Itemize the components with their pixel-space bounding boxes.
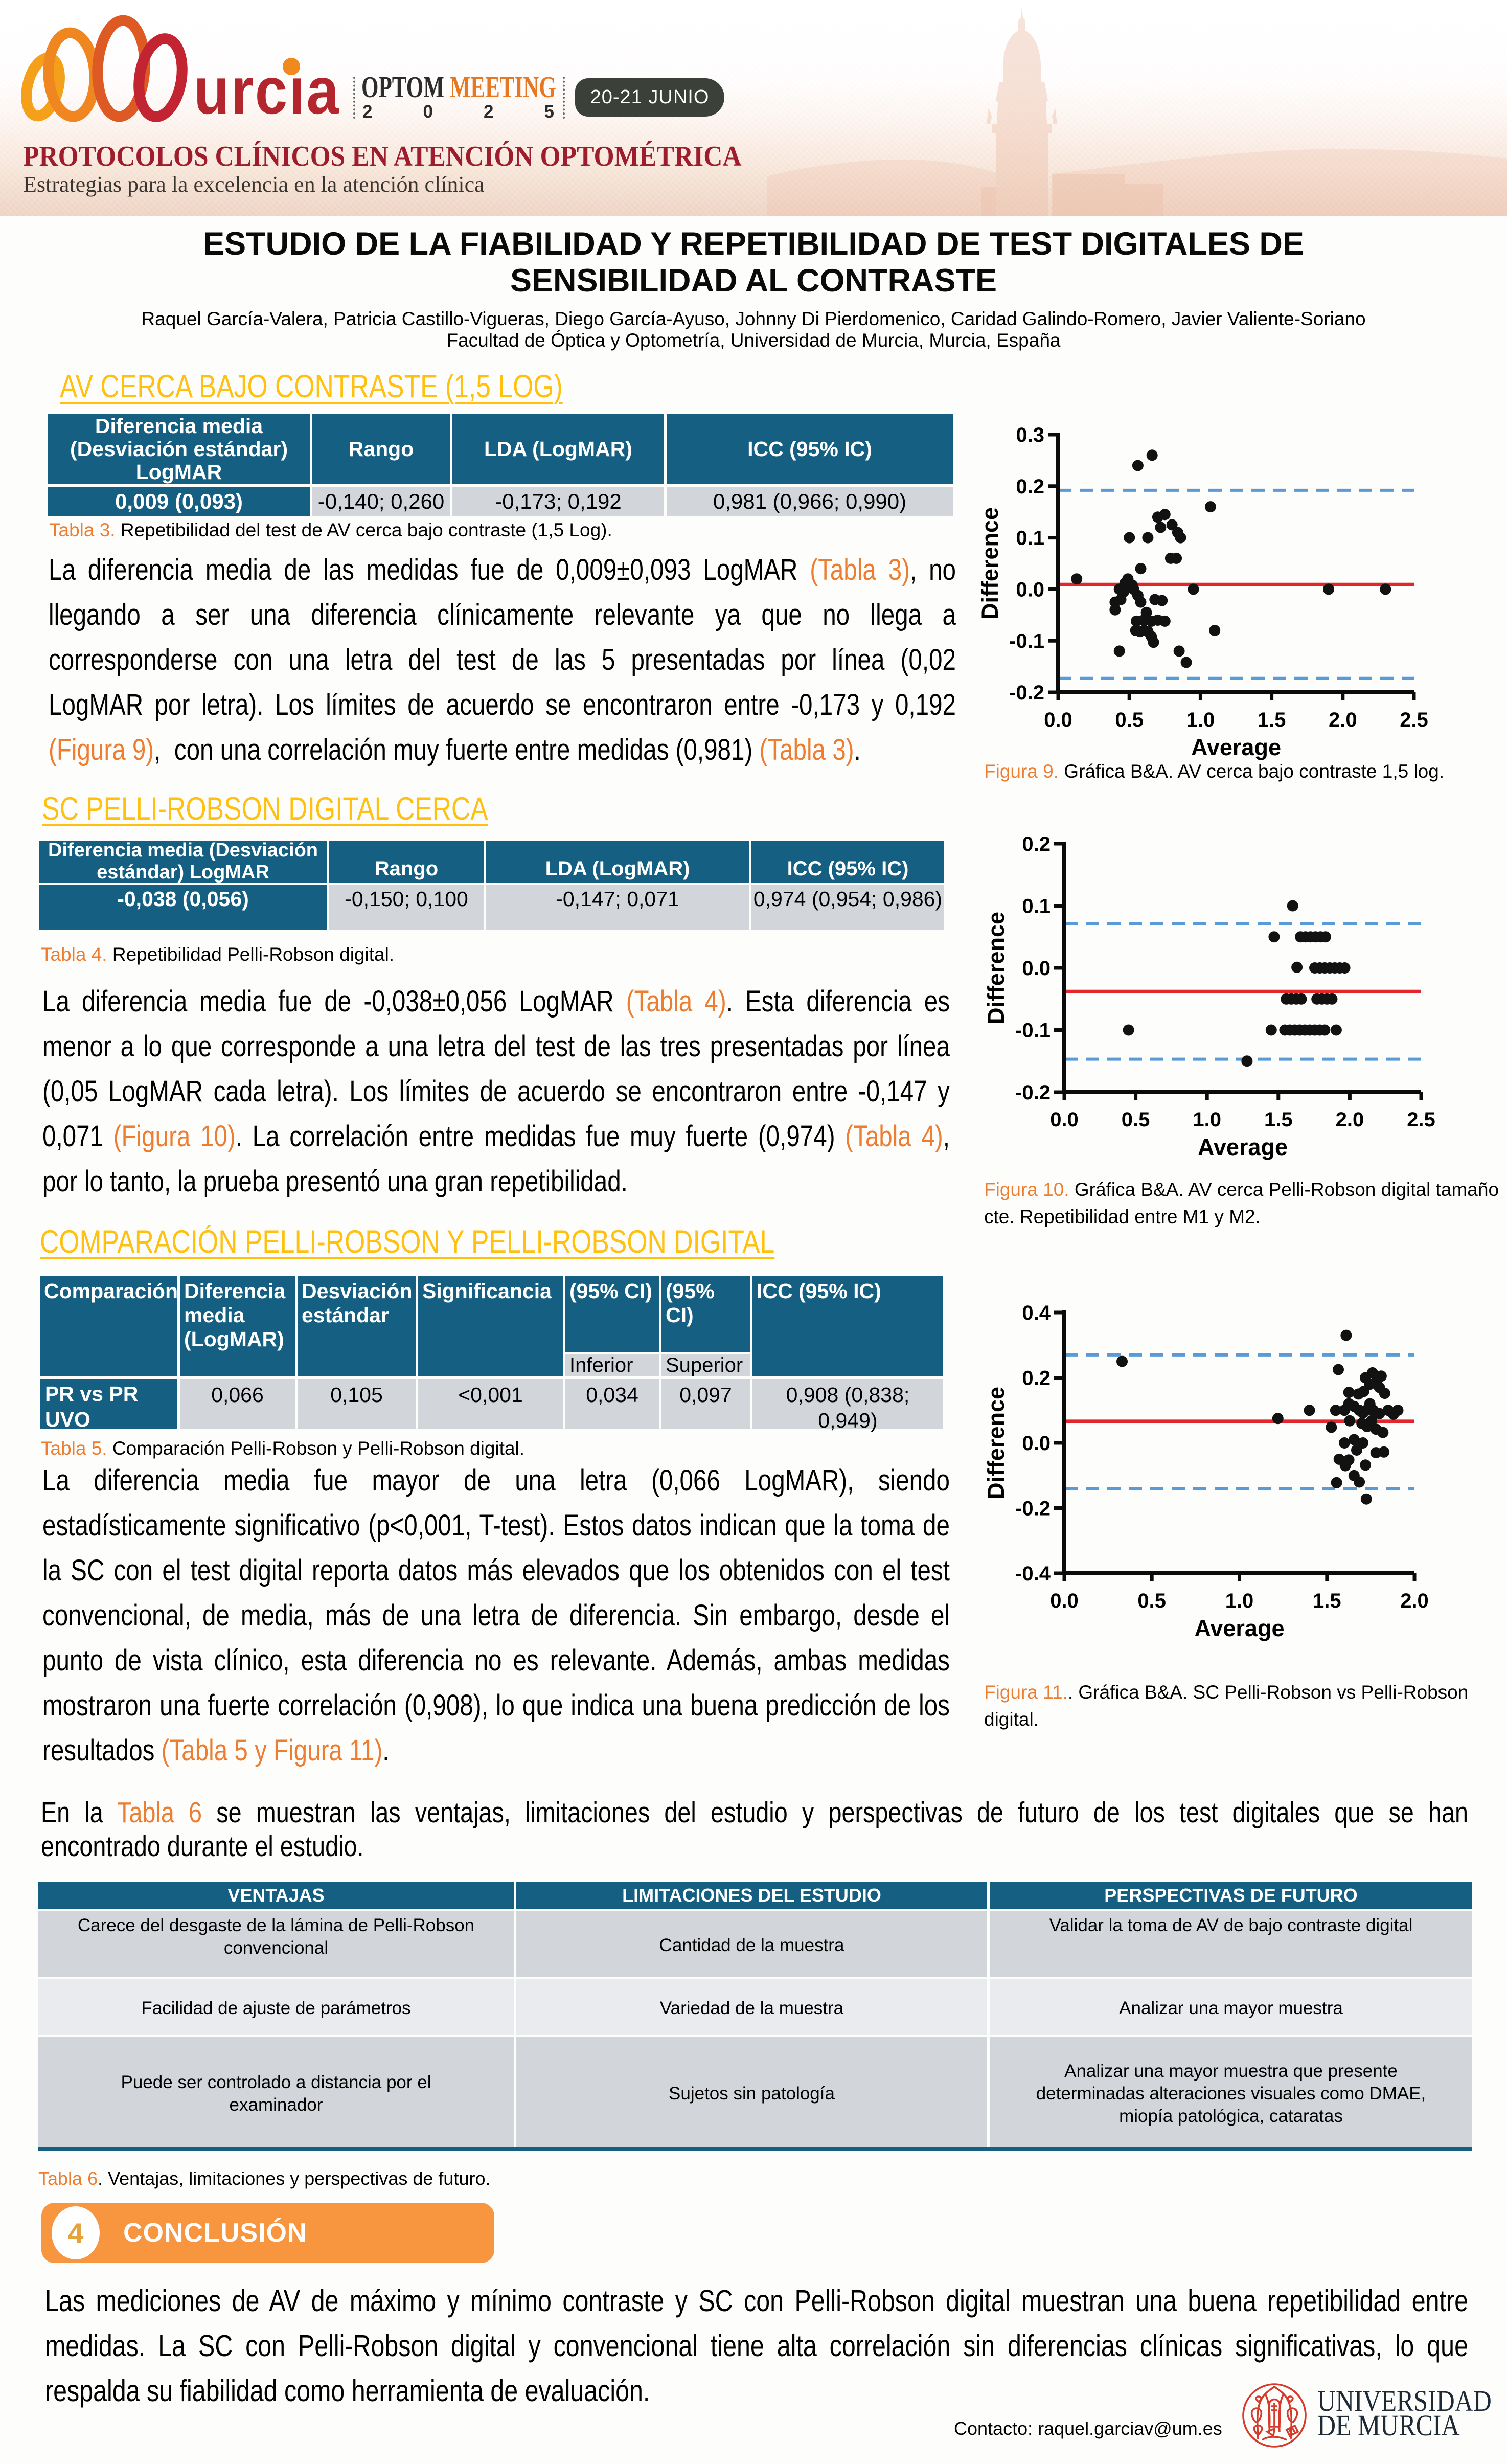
svg-text:0.4: 0.4 [1022, 1302, 1051, 1324]
svg-text:1.0: 1.0 [1193, 1109, 1221, 1131]
svg-text:0.0: 0.0 [1016, 578, 1044, 601]
svg-text:0.2: 0.2 [1022, 833, 1051, 855]
svg-text:Difference: Difference [983, 912, 1009, 1024]
svg-text:0.0: 0.0 [1022, 1432, 1051, 1455]
svg-text:0.1: 0.1 [1022, 895, 1051, 918]
svg-text:1.0: 1.0 [1186, 709, 1215, 731]
svg-text:0.0: 0.0 [1050, 1109, 1079, 1131]
svg-text:0.2: 0.2 [1022, 1367, 1051, 1390]
svg-text:1.5: 1.5 [1313, 1590, 1341, 1612]
svg-text:0.5: 0.5 [1122, 1109, 1150, 1131]
svg-text:Difference: Difference [977, 507, 1003, 620]
svg-text:Difference: Difference [983, 1387, 1009, 1499]
svg-text:-0.2: -0.2 [1015, 1081, 1051, 1104]
svg-text:-0.4: -0.4 [1015, 1563, 1051, 1585]
svg-text:2.5: 2.5 [1407, 1109, 1435, 1131]
svg-text:Average: Average [1195, 1615, 1285, 1641]
svg-text:0.0: 0.0 [1050, 1590, 1079, 1612]
svg-text:2.5: 2.5 [1400, 709, 1428, 731]
svg-text:Average: Average [1198, 1134, 1288, 1160]
svg-text:-0.2: -0.2 [1009, 682, 1044, 704]
svg-text:-0.1: -0.1 [1015, 1020, 1051, 1042]
svg-text:1.0: 1.0 [1225, 1590, 1254, 1612]
svg-text:Average: Average [1191, 734, 1281, 760]
svg-text:0.5: 0.5 [1115, 709, 1144, 731]
svg-text:-0.1: -0.1 [1009, 630, 1044, 652]
svg-text:0.0: 0.0 [1022, 957, 1051, 980]
svg-text:0.1: 0.1 [1016, 527, 1044, 550]
svg-text:1.5: 1.5 [1258, 709, 1286, 731]
svg-text:2.0: 2.0 [1400, 1590, 1429, 1612]
svg-text:0.2: 0.2 [1016, 476, 1044, 498]
svg-text:2.0: 2.0 [1336, 1109, 1364, 1131]
svg-text:0.3: 0.3 [1016, 424, 1044, 446]
svg-text:urcıa: urcıa [194, 53, 340, 127]
svg-text:-0.2: -0.2 [1015, 1498, 1051, 1520]
svg-text:1.5: 1.5 [1264, 1109, 1293, 1131]
svg-text:0.5: 0.5 [1137, 1590, 1166, 1612]
svg-text:0.0: 0.0 [1044, 709, 1072, 731]
svg-text:2.0: 2.0 [1329, 709, 1357, 731]
